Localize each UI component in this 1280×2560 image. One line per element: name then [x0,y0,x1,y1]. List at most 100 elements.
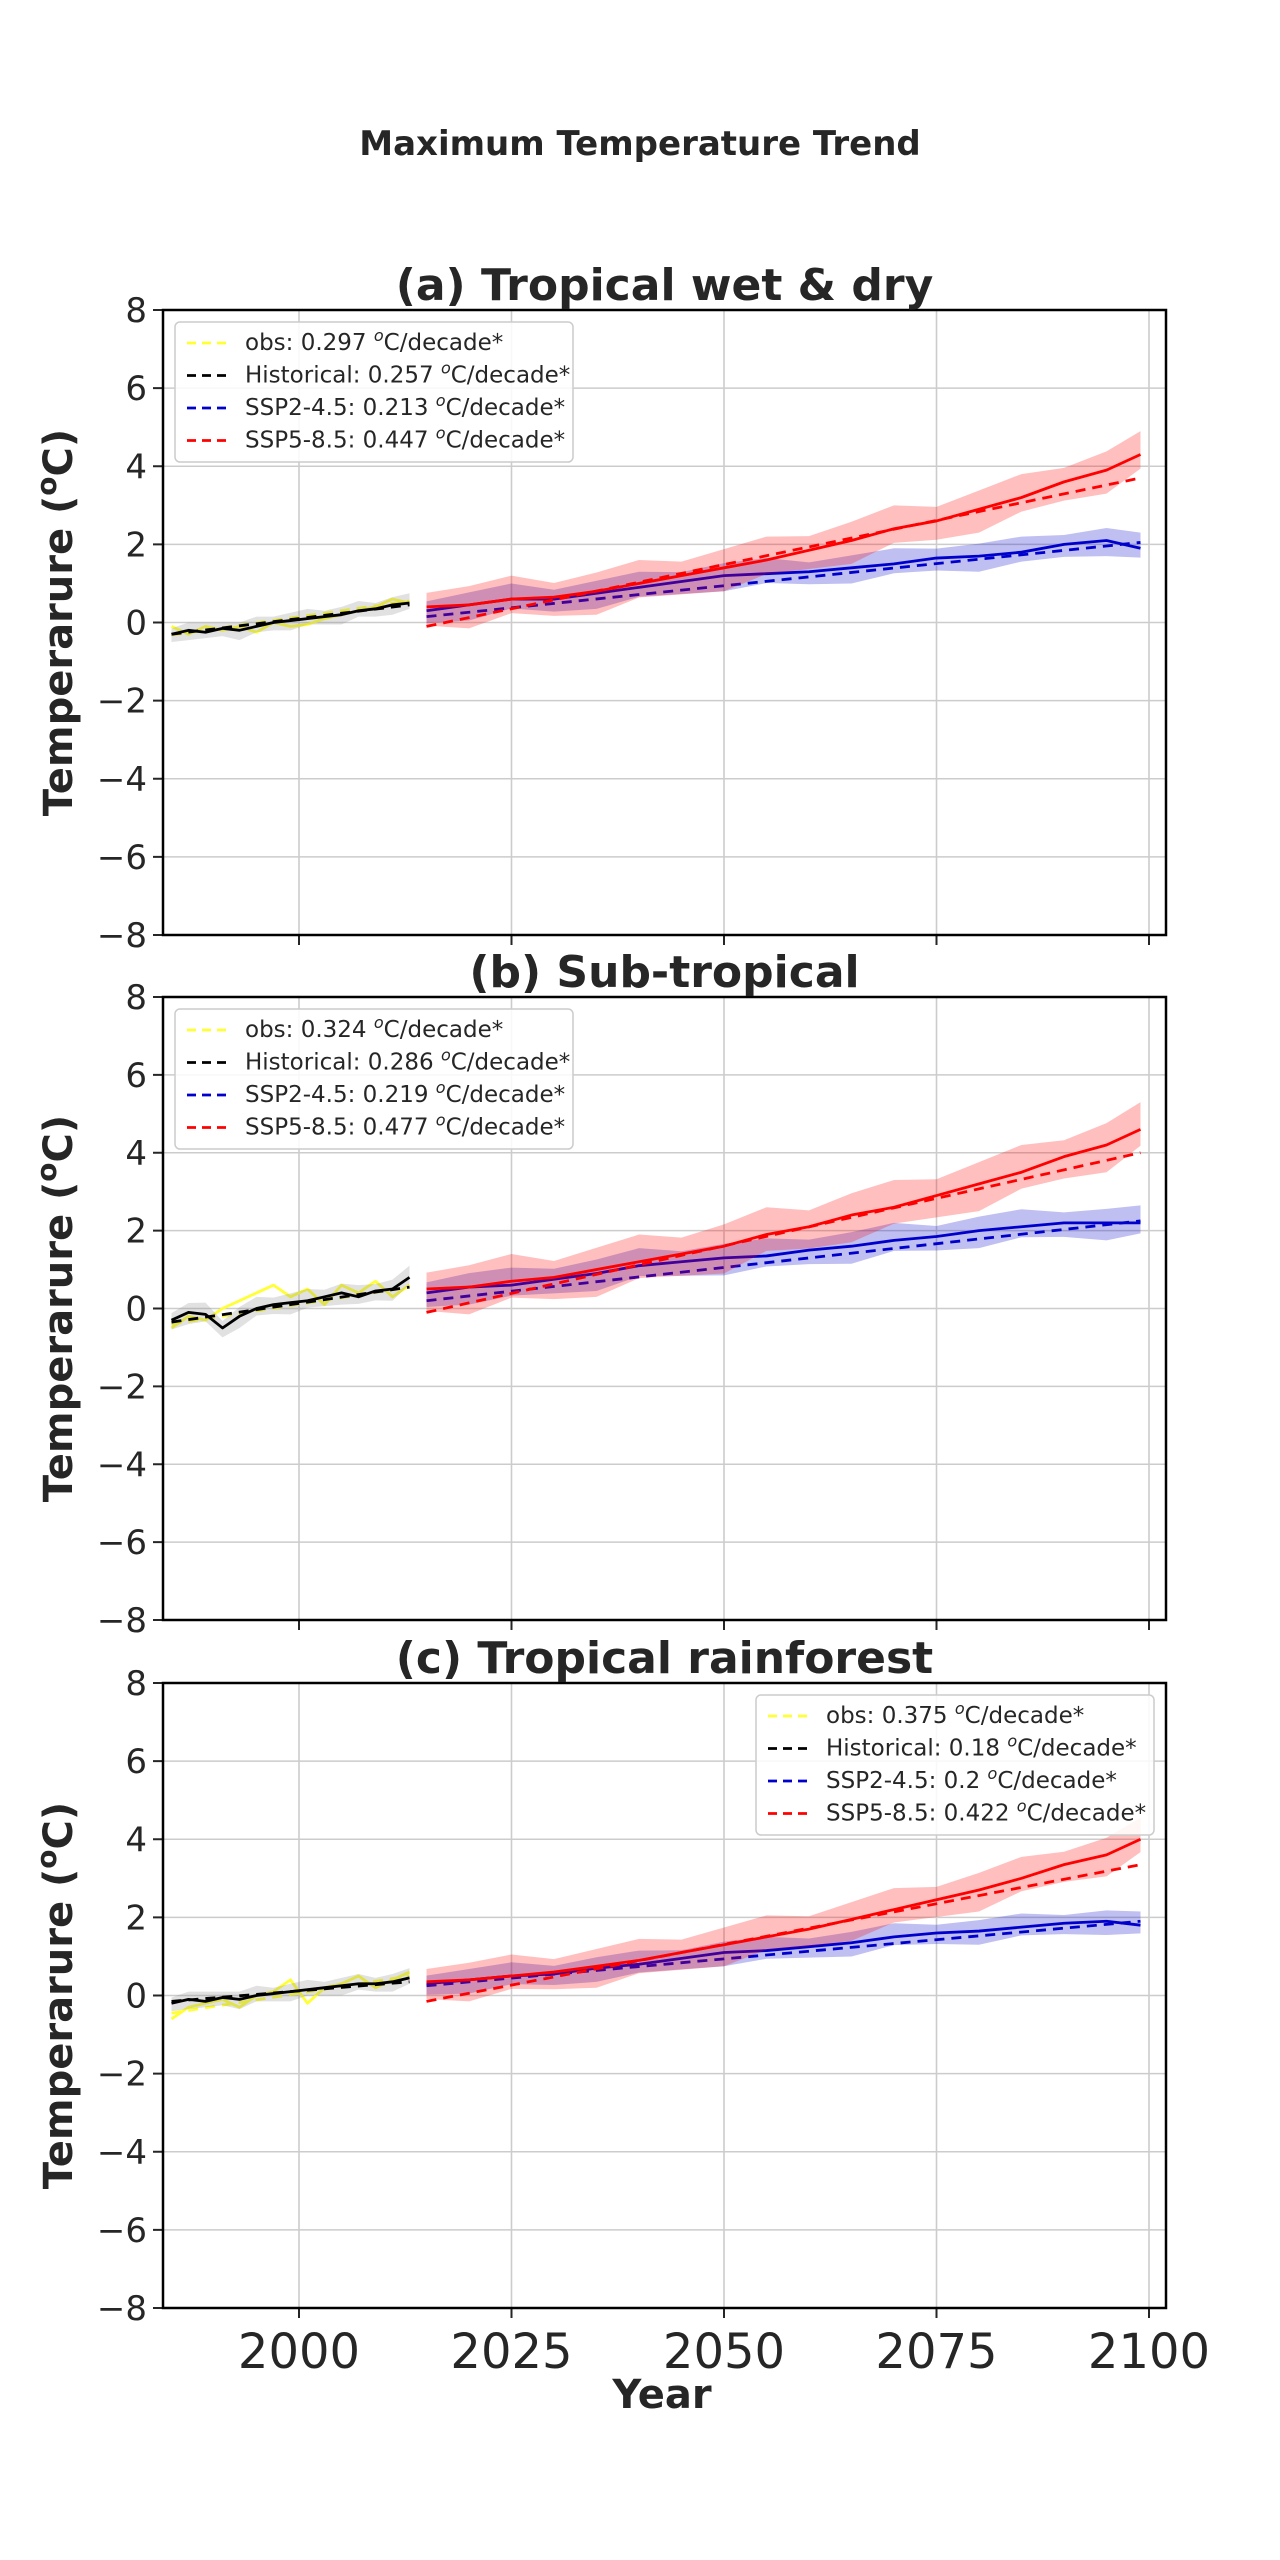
y-tick-label: −4 [97,2133,147,2173]
plot-frame [161,995,1168,1622]
legend-entry-prefix: SSP2-4.5: 0.2 [826,1768,988,1794]
panel-title: (c) Tropical rainforest [396,1633,933,1684]
legend-entry-suffix: C/decade* [446,428,566,454]
series-line [426,1128,1142,1291]
legend-entry-suffix: C/decade* [451,363,571,389]
figure-title: Maximum Temperature Trend [359,124,920,164]
y-tick-label: 6 [125,1742,147,1782]
legend-entry-suffix: C/decade* [1017,1736,1137,1762]
trend-line [426,1151,1141,1314]
x-tick-label: 2050 [663,2324,785,2380]
legend-entry: SSP2-4.5: 0.213 oC/decade* [245,391,565,421]
legend-entry-suffix: C/decade* [384,330,504,356]
x-axis-label: Year [611,2372,711,2418]
legend-entry-sup: o [374,326,384,345]
uncertainty-band [171,593,410,643]
y-tick-label: −6 [97,838,147,878]
y-axis-label-main: Temperarure ( [36,496,82,817]
legend-entry: Historical: 0.257 oC/decade* [245,359,570,389]
legend-entry-suffix: C/decade* [446,395,566,421]
panel-3: −8 −6 −4 −2 0 2 4 6 8 2000 2025 2050 2075 2100 (c) Tro… [30,1633,1210,2380]
y-axis-label-end: C) [36,429,82,477]
legend-entry-prefix: obs: 0.324 [245,1017,374,1043]
legend-entry-sup: o [1017,1797,1027,1816]
trend-line [426,1919,1141,1988]
legend-entry-sup: o [441,359,451,378]
legend-entry: SSP5-8.5: 0.447 oC/decade* [245,424,565,454]
legend-entry-sup: o [988,1764,998,1783]
panels: −8 −6 −4 −2 0 2 4 6 8 (a) Tropical wet & dry Tempe… [30,260,1210,2380]
legend-entry-prefix: Historical: 0.18 [826,1736,1007,1762]
legend: obs: 0.375 oC/decade*Historical: 0.18 oC… [755,1694,1155,1836]
uncertainty-band [426,431,1141,629]
y-axis-label-sup: o [30,1849,63,1868]
y-axis-label: Temperarure (oC) [30,1115,82,1502]
y-tick-label: 0 [125,1977,147,2017]
series-historical [171,593,410,643]
legend-box [174,321,574,463]
legend-entry: obs: 0.297 oC/decade* [245,326,503,356]
y-tick-label: 6 [125,369,147,409]
legend-entry-prefix: Historical: 0.257 [245,363,441,389]
legend-entry-prefix: obs: 0.375 [826,1703,955,1729]
legend: obs: 0.297 oC/decade*Historical: 0.257 o… [174,321,574,463]
y-tick-label: −2 [97,1367,147,1407]
y-tick-label: 4 [125,1134,147,1174]
series-historical [171,1968,410,2012]
legend-entry-suffix: C/decade* [451,1050,571,1076]
legend-entry: obs: 0.375 oC/decade* [826,1699,1084,1729]
legend-box [174,1008,574,1150]
legend-entry: SSP5-8.5: 0.477 oC/decade* [245,1111,565,1141]
trend-line [171,1974,410,2015]
legend-entry: SSP2-4.5: 0.2 oC/decade* [826,1764,1117,1794]
legend-entry: obs: 0.324 oC/decade* [245,1013,503,1043]
trend-line [426,541,1141,619]
y-tick-label: 8 [125,978,147,1018]
y-axis-label-sup: o [30,1162,63,1181]
series-line [426,453,1142,609]
series-ssp5-8-5 [426,1817,1142,2003]
legend-entry: Historical: 0.18 oC/decade* [826,1732,1137,1762]
x-tick-label: 2100 [1088,2324,1210,2380]
legend-entry-suffix: C/decade* [384,1017,504,1043]
y-axis-label: Temperarure (oC) [30,429,82,816]
legend-entry-sup: o [436,1111,446,1130]
legend-entry-prefix: SSP2-4.5: 0.219 [245,1082,436,1108]
series-ssp2-4-5 [426,527,1141,624]
uncertainty-band [426,1102,1141,1315]
legend-entry-prefix: SSP2-4.5: 0.213 [245,395,436,421]
y-tick-label: −8 [97,1601,147,1641]
y-tick-label: 8 [125,291,147,331]
y-axis-label-main: Temperarure ( [36,1182,82,1503]
x-tick-label: 2075 [875,2324,997,2380]
y-tick-label: 4 [125,447,147,487]
y-tick-label: −6 [97,2211,147,2251]
panel-title: (b) Sub-tropical [469,947,859,998]
legend-entry-sup: o [436,1078,446,1097]
plot-frame [161,308,1168,937]
trend-line [426,1863,1141,2003]
trend-line [426,1219,1141,1303]
y-tick-label: 4 [125,1820,147,1860]
series-ssp5-8-5 [426,431,1142,629]
series-line [426,1837,1142,1984]
trend-line [171,1980,410,2003]
legend-entry-suffix: C/decade* [965,1703,1085,1729]
y-tick-label: 2 [125,1898,147,1938]
legend-entry-suffix: C/decade* [446,1115,566,1141]
legend-box [755,1694,1155,1836]
x-tick-label: 2025 [450,2324,572,2380]
legend: obs: 0.324 oC/decade*Historical: 0.286 o… [174,1008,574,1150]
legend-entry-prefix: SSP5-8.5: 0.447 [245,428,436,454]
legend-entry-sup: o [374,1013,384,1032]
plot-frame [161,1681,1168,2310]
panel-1: −8 −6 −4 −2 0 2 4 6 8 (a) Tropical wet & dry Tempe… [30,260,1168,956]
panel-2: −8 −6 −4 −2 0 2 4 6 8 (b) Sub-tropical Temperarure… [30,947,1168,1641]
y-tick-label: −4 [97,1445,147,1485]
y-tick-label: −2 [97,682,147,722]
y-tick-label: −2 [97,2055,147,2095]
y-tick-label: −8 [97,2289,147,2329]
y-tick-label: 2 [125,1212,147,1252]
legend-entry-prefix: SSP5-8.5: 0.477 [245,1115,436,1141]
legend-entry-sup: o [436,391,446,410]
